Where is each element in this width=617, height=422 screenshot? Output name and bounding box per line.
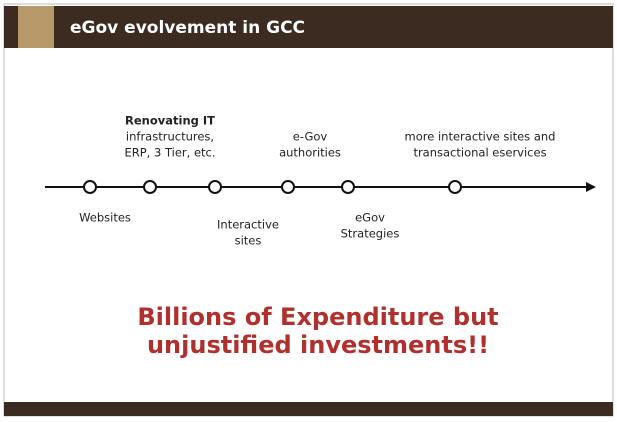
event-label: ERP, 3 Tier, etc. — [124, 146, 215, 160]
header-accent — [18, 6, 54, 48]
timeline-node — [341, 180, 355, 194]
event-label: eGov — [355, 211, 385, 225]
slide-frame — [3, 3, 614, 417]
event-label: Interactive — [217, 218, 279, 232]
slide-title: eGov evolvement in GCC — [70, 18, 305, 38]
timeline-node — [448, 180, 462, 194]
header-bar — [4, 6, 613, 48]
event-label: Renovating IT — [125, 114, 215, 128]
event-label: e-Gov — [293, 130, 328, 144]
message: Billions of Expenditure but — [137, 303, 498, 331]
event-label: infrastructures, — [126, 130, 214, 144]
timeline-node — [281, 180, 295, 194]
event-label: sites — [235, 234, 262, 248]
message: unjustified investments!! — [147, 331, 489, 359]
timeline-node — [208, 180, 222, 194]
timeline-arrow — [586, 182, 596, 192]
event-label: transactional eservices — [413, 146, 546, 160]
event-label: more interactive sites and — [405, 130, 556, 144]
timeline-node — [143, 180, 157, 194]
event-label: Websites — [79, 211, 131, 225]
event-label: Strategies — [341, 227, 400, 241]
event-label: authorities — [279, 146, 341, 160]
footer-bar — [4, 402, 613, 416]
timeline-node — [83, 180, 97, 194]
